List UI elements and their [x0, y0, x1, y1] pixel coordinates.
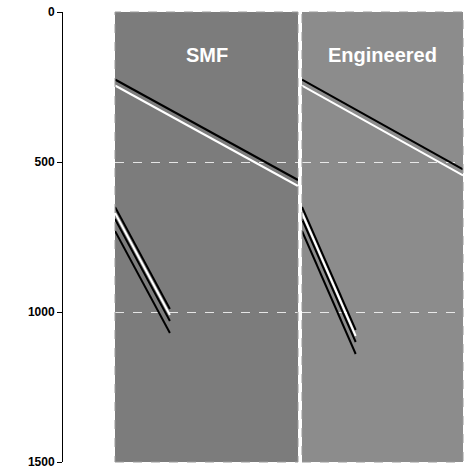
svg-text:0: 0 — [48, 5, 55, 19]
svg-text:500: 500 — [35, 155, 55, 169]
svg-text:Engineered: Engineered — [328, 44, 437, 66]
svg-text:SMF: SMF — [186, 44, 228, 66]
svg-text:1500: 1500 — [28, 455, 55, 469]
svg-text:1000: 1000 — [28, 305, 55, 319]
